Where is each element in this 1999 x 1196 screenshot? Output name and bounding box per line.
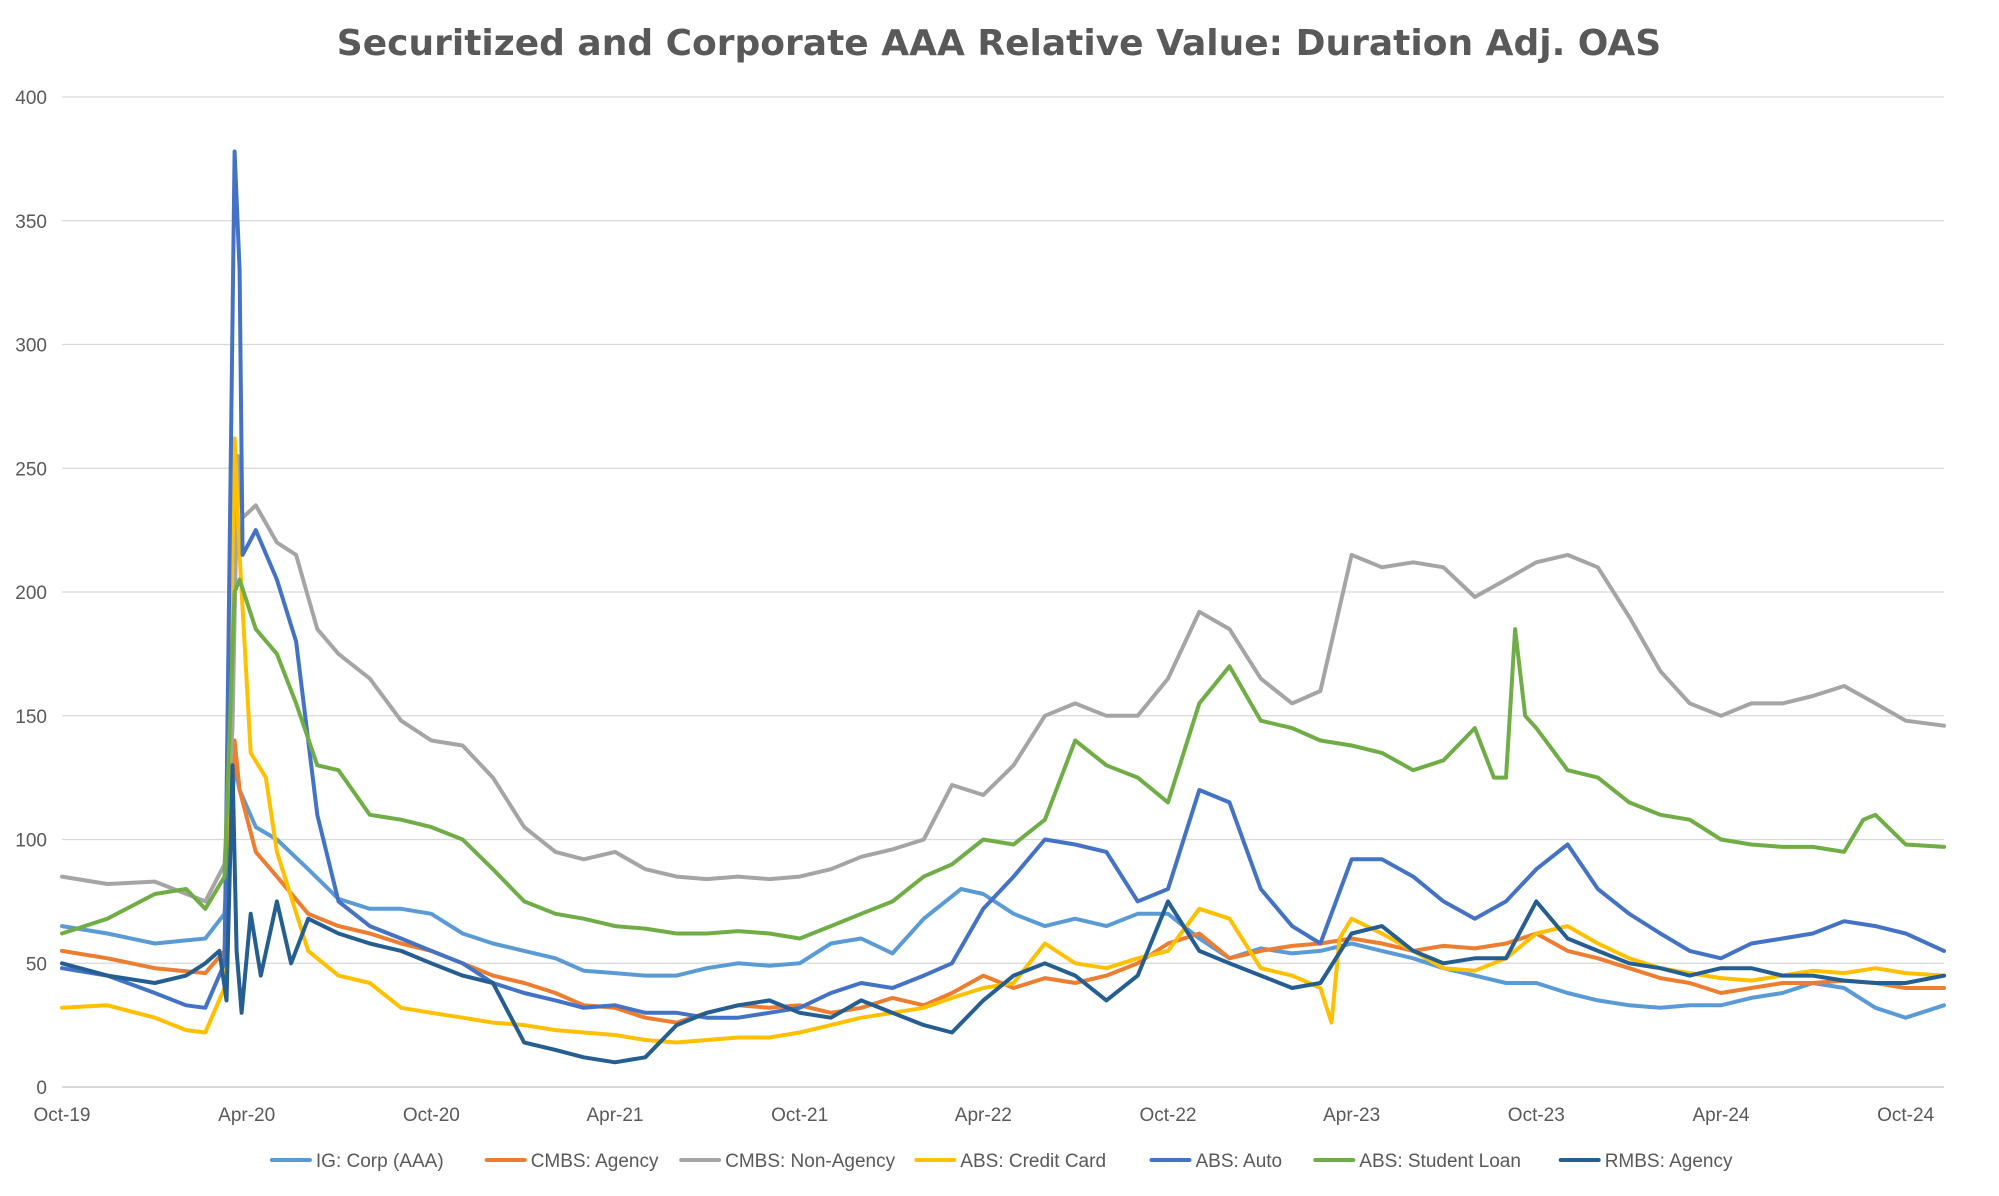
x-tick-label: Oct-24 xyxy=(1877,1105,1934,1126)
legend-label: ABS: Student Loan xyxy=(1359,1151,1521,1172)
legend-item-ig-corp-aaa: IG: Corp (AAA) xyxy=(269,1151,444,1172)
series-line-abs-student-loan xyxy=(60,577,1946,941)
y-tick-label: 350 xyxy=(15,212,47,233)
y-tick-label: 0 xyxy=(36,1078,47,1099)
legend-label: CMBS: Non-Agency xyxy=(725,1151,896,1172)
x-tick-label: Apr-20 xyxy=(218,1105,275,1126)
chart-title: Securitized and Corporate AAA Relative V… xyxy=(337,23,1661,64)
legend-item-cmbs-non-agency: CMBS: Non-Agency xyxy=(679,1151,896,1172)
x-tick-label: Oct-22 xyxy=(1139,1105,1196,1126)
series-line-cmbs-non-agency xyxy=(60,453,1946,904)
y-tick-label: 100 xyxy=(15,831,47,852)
y-tick-label: 300 xyxy=(15,336,47,357)
y-tick-label: 50 xyxy=(26,954,47,975)
gridlines xyxy=(62,96,1944,1088)
series-line-ig-corp-aaa xyxy=(60,763,1946,1020)
legend-item-abs-student-loan: ABS: Student Loan xyxy=(1313,1151,1521,1172)
x-tick-label: Apr-21 xyxy=(586,1105,643,1126)
x-tick-label: Oct-20 xyxy=(403,1105,460,1126)
legend-item-cmbs-agency: CMBS: Agency xyxy=(484,1151,659,1172)
legend-label: ABS: Auto xyxy=(1196,1151,1283,1172)
x-tick-label: Oct-21 xyxy=(771,1105,828,1126)
y-tick-label: 400 xyxy=(15,88,47,109)
x-tick-label: Oct-19 xyxy=(33,1105,90,1126)
legend-item-abs-credit-card: ABS: Credit Card xyxy=(914,1151,1106,1172)
legend-item-rmbs-agency: RMBS: Agency xyxy=(1558,1151,1733,1172)
x-tick-label: Oct-23 xyxy=(1508,1105,1565,1126)
legend-label: IG: Corp (AAA) xyxy=(316,1151,444,1172)
series-lines xyxy=(60,149,1946,1065)
series-line-rmbs-agency xyxy=(60,763,1946,1065)
y-tick-label: 200 xyxy=(15,583,47,604)
legend-label: CMBS: Agency xyxy=(531,1151,659,1172)
x-tick-label: Apr-24 xyxy=(1692,1105,1749,1126)
x-axis: Oct-19 Apr-20 Oct-20 Apr-21 Oct-21 Apr-22 Oct-… xyxy=(33,1105,1934,1126)
series-line-abs-credit-card xyxy=(60,436,1946,1045)
x-tick-label: Apr-22 xyxy=(955,1105,1012,1126)
legend-label: RMBS: Agency xyxy=(1605,1151,1733,1172)
series-line-cmbs-agency xyxy=(60,738,1946,1025)
legend-item-abs-auto: ABS: Auto xyxy=(1149,1151,1283,1172)
x-tick-label: Apr-23 xyxy=(1323,1105,1380,1126)
series-line-abs-auto xyxy=(60,149,1946,1020)
y-tick-label: 250 xyxy=(15,459,47,480)
legend: IG: Corp (AAA) CMBS: Agency CMBS: Non-Agen… xyxy=(269,1151,1733,1172)
y-tick-label: 150 xyxy=(15,707,47,728)
y-axis: 0 50 100 150 200 250 300 350 400 xyxy=(15,88,47,1099)
legend-label: ABS: Credit Card xyxy=(960,1151,1106,1172)
